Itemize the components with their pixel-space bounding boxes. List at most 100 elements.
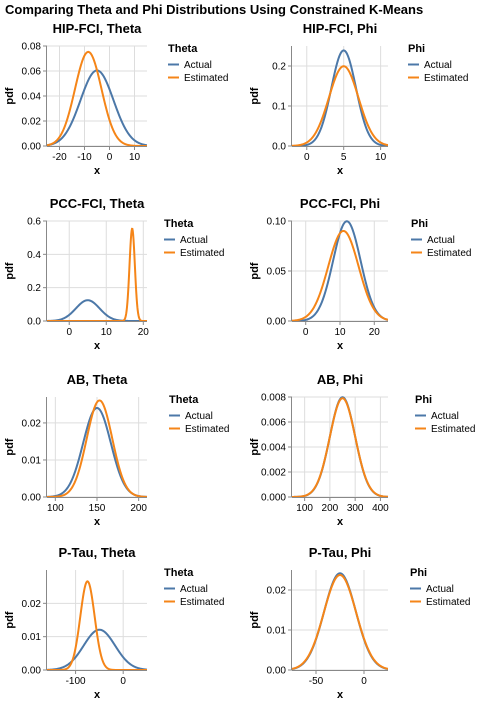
panel-title: P-Tau, Phi (309, 545, 372, 560)
chart-panel-8: P-Tau, Phi -50 0 0.00 0.01 0.02 x pdf Phi Actual E… (249, 545, 470, 701)
series-line-actual (292, 572, 388, 670)
legend-title: Theta (164, 218, 194, 230)
x-axis-title: x (94, 165, 101, 177)
legend-label: Actual (185, 411, 213, 422)
y-tick-label: 0.06 (22, 67, 42, 78)
x-tick-label: -10 (77, 152, 92, 163)
legend-label: Estimated (180, 248, 224, 259)
legend-label: Estimated (426, 597, 470, 608)
x-axis-title: x (337, 689, 344, 701)
x-tick-label: 10 (101, 327, 113, 338)
legend-label: Actual (180, 235, 208, 246)
series-line-estimated (47, 580, 147, 670)
chart-panel-1: HIP-FCI, Theta -20 -10 0 10 0.00 0.02 0.04 0.06 0… (4, 21, 228, 177)
y-tick-label: 0.008 (261, 393, 286, 404)
y-tick-label: 0.00 (22, 493, 42, 504)
y-tick-label: 0.01 (22, 632, 42, 643)
y-axis-title: pdf (4, 438, 16, 455)
y-tick-label: 0.00 (267, 317, 287, 328)
x-axis-title: x (94, 689, 101, 701)
x-axis-title: x (337, 340, 344, 352)
x-tick-label: -20 (52, 152, 67, 163)
x-tick-label: -50 (309, 676, 324, 687)
legend-title: Theta (168, 43, 198, 55)
x-tick-label: 0 (304, 152, 310, 163)
x-tick-label: 0 (361, 676, 367, 687)
series-line-estimated (292, 65, 388, 146)
y-tick-label: 0.002 (261, 468, 286, 479)
x-tick-label: 300 (347, 503, 364, 514)
y-tick-label: 0.00 (22, 666, 42, 677)
legend-label: Actual (427, 235, 455, 246)
legend-title: Theta (169, 394, 199, 406)
y-tick-label: 0.1 (272, 102, 286, 113)
x-tick-label: 150 (89, 503, 106, 514)
panel-title: AB, Phi (317, 372, 363, 387)
y-tick-label: 0.10 (267, 217, 287, 228)
y-axis-title: pdf (4, 87, 16, 104)
chart-panel-3: PCC-FCI, Theta 0 10 20 0.0 0.2 0.4 0.6 x pdf Theta… (4, 196, 224, 352)
y-tick-label: 0.0 (272, 142, 286, 153)
y-tick-label: 0.006 (261, 418, 286, 429)
legend-label: Estimated (424, 73, 468, 84)
legend-label: Estimated (184, 73, 228, 84)
y-tick-label: 0.01 (267, 626, 287, 637)
panel-title: AB, Theta (67, 372, 128, 387)
series-line-estimated (292, 574, 388, 670)
x-tick-label: 100 (47, 503, 64, 514)
y-tick-label: 0.004 (261, 443, 286, 454)
legend-label: Actual (184, 60, 212, 71)
x-tick-label: 200 (322, 503, 339, 514)
x-axis-title: x (337, 165, 344, 177)
y-tick-label: 0.04 (22, 92, 42, 103)
chart-panel-5: AB, Theta 100 150 200 0.00 0.01 0.02 x pdf Theta A… (4, 372, 229, 528)
legend-label: Estimated (185, 424, 229, 435)
x-tick-label: 10 (375, 152, 387, 163)
x-tick-label: 0 (303, 327, 309, 338)
y-axis-title: pdf (249, 262, 261, 279)
y-axis-title: pdf (4, 262, 16, 279)
x-tick-label: 0 (66, 327, 72, 338)
y-tick-label: 0.0 (27, 317, 41, 328)
x-tick-label: 20 (369, 327, 381, 338)
x-axis-title: x (94, 340, 101, 352)
chart-panel-7: P-Tau, Theta -100 0 0.00 0.01 0.02 x pdf Theta Ac… (4, 545, 224, 701)
x-tick-label: -100 (66, 676, 86, 687)
y-tick-label: 0.05 (267, 267, 287, 278)
series-line-actual (292, 49, 388, 146)
x-tick-label: 20 (138, 327, 150, 338)
y-tick-label: 0.02 (22, 599, 42, 610)
y-tick-label: 0.00 (22, 142, 42, 153)
y-tick-label: 0.01 (22, 455, 42, 466)
y-tick-label: 0.2 (272, 62, 286, 73)
main-title: Comparing Theta and Phi Distributions Us… (5, 2, 424, 17)
x-tick-label: 200 (130, 503, 147, 514)
x-axis-title: x (337, 516, 344, 528)
y-axis-title: pdf (249, 611, 261, 628)
legend-title: Theta (164, 567, 194, 579)
legend-title: Phi (408, 43, 425, 55)
legend-title: Phi (411, 218, 428, 230)
y-axis-title: pdf (249, 87, 261, 104)
series-line-estimated (47, 227, 147, 321)
chart-panel-6: AB, Phi 100 200 300 400 0.000 0.002 0.004 0.006 0… (249, 372, 475, 528)
x-tick-label: 100 (296, 503, 313, 514)
y-tick-label: 0.02 (22, 418, 42, 429)
x-axis-title: x (94, 516, 101, 528)
y-tick-label: 0.08 (22, 42, 42, 53)
series-line-actual (47, 299, 147, 321)
legend-label: Actual (424, 60, 452, 71)
panel-title: HIP-FCI, Phi (303, 21, 377, 36)
x-tick-label: 400 (372, 503, 389, 514)
series-line-estimated (292, 397, 388, 497)
legend-title: Phi (410, 567, 427, 579)
panel-title: HIP-FCI, Theta (53, 21, 143, 36)
x-tick-label: 10 (334, 327, 346, 338)
legend-title: Phi (415, 394, 432, 406)
series-line-estimated (47, 399, 147, 497)
legend-label: Estimated (427, 248, 471, 259)
series-line-estimated (47, 50, 147, 146)
y-axis-title: pdf (4, 611, 16, 628)
y-tick-label: 0.02 (22, 117, 42, 128)
